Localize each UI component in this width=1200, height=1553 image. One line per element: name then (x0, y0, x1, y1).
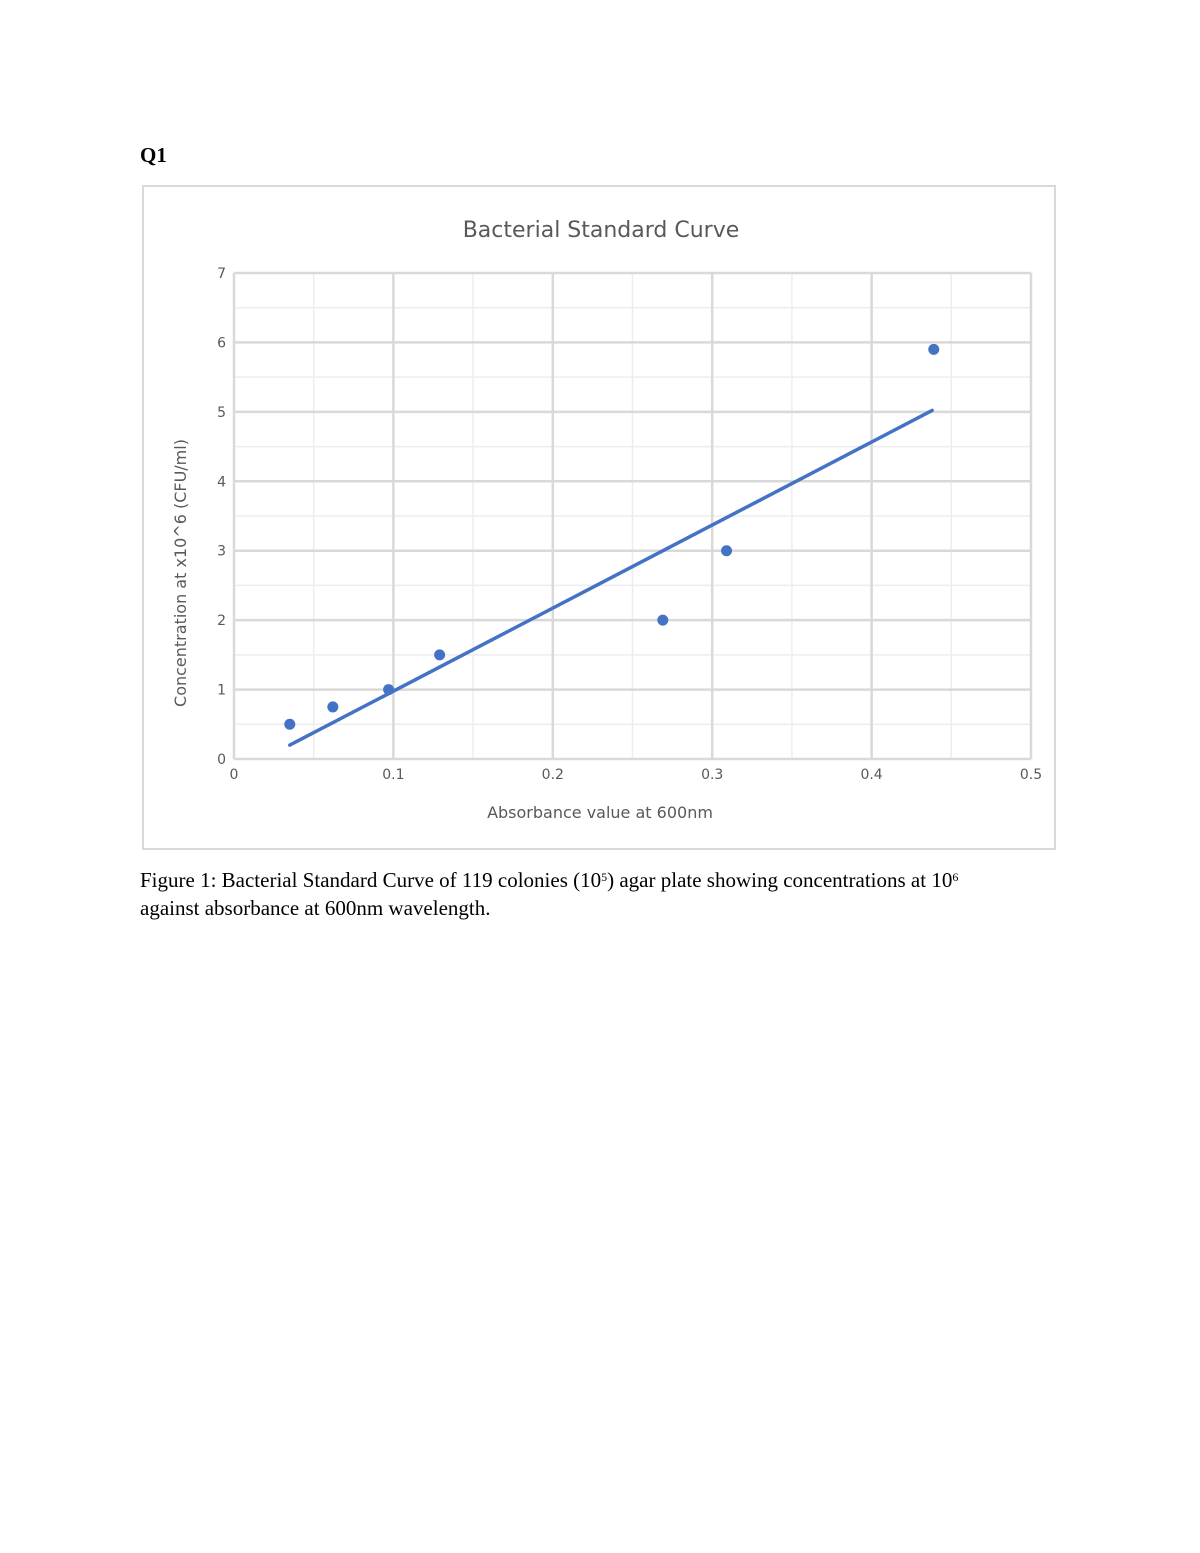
y-tick-label: 6 (217, 335, 226, 351)
data-point (928, 343, 940, 355)
scatter-chart: 0 1 2 3 4 5 6 7 0 0.1 0.2 0.3 0.4 0.5 Bacterial Stan… (171, 218, 1043, 822)
data-point (657, 614, 669, 626)
y-tick-label: 3 (217, 544, 226, 560)
y-tick-label: 2 (217, 613, 226, 629)
chart-frame: 0 1 2 3 4 5 6 7 0 0.1 0.2 0.3 0.4 0.5 Bacterial Stan… (142, 185, 1056, 850)
y-tick-label: 7 (217, 266, 226, 282)
x-tick-label: 0.3 (701, 767, 723, 783)
x-tick-label: 0 (230, 767, 239, 783)
y-tick-label: 4 (217, 474, 226, 490)
caption-sup-2: 6 (952, 870, 959, 884)
x-tick-label: 0.4 (860, 767, 882, 783)
caption-text-3: against absorbance at 600nm wavelength. (140, 896, 491, 920)
question-label: Q1 (140, 143, 167, 167)
y-tick-label: 1 (217, 683, 226, 699)
x-tick-label: 0.5 (1020, 767, 1042, 783)
data-point (721, 545, 733, 557)
x-axis-label: Absorbance value at 600nm (487, 803, 713, 822)
x-tick-label: 0.2 (542, 767, 564, 783)
data-point (284, 718, 296, 730)
major-gridlines (232, 271, 1033, 761)
data-point (327, 701, 339, 713)
caption-text-2: ) agar plate showing concentrations at 1… (607, 868, 953, 892)
x-tick-label: 0.1 (382, 767, 404, 783)
y-tick-label: 0 (217, 752, 226, 768)
trendline (288, 408, 934, 747)
caption-sup-1: 5 (601, 870, 608, 884)
data-point (434, 649, 446, 661)
y-axis-label: Concentration at x10^6 (CFU/ml) (171, 439, 190, 707)
y-tick-labels: 0 1 2 3 4 5 6 7 (217, 266, 226, 768)
figure-caption: Figure 1: Bacterial Standard Curve of 11… (140, 866, 1070, 922)
data-points (284, 343, 940, 730)
y-tick-label: 5 (217, 405, 226, 421)
minor-gridlines (234, 273, 1031, 759)
chart-title: Bacterial Standard Curve (463, 218, 740, 243)
caption-text-1: Figure 1: Bacterial Standard Curve of 11… (140, 868, 602, 892)
trendline-group (288, 408, 934, 747)
x-tick-labels: 0 0.1 0.2 0.3 0.4 0.5 (230, 767, 1043, 783)
data-point (383, 684, 395, 696)
